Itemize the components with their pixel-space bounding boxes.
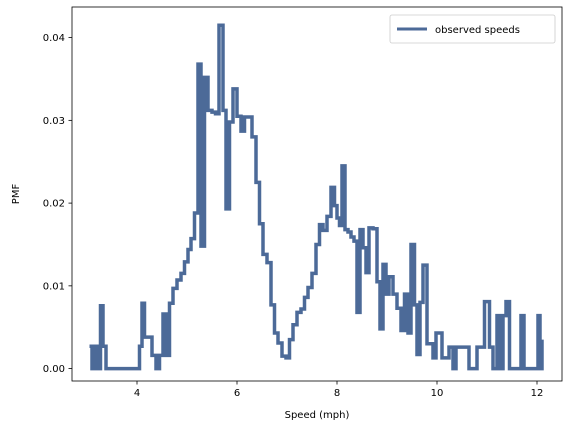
legend: observed speeds (389, 14, 556, 44)
ticks-layer: 4 6 8 10 12 0.00 0.01 0.02 0.03 0.04 (43, 33, 544, 399)
x-axis-label: Speed (mph) (285, 410, 350, 421)
series-observed-speeds-line (89, 23, 544, 371)
legend-entry-observed-speeds: observed speeds (435, 25, 520, 36)
axes-frame (71, 6, 563, 382)
x-tick-label: 10 (431, 388, 444, 399)
y-axis-label: PMF (11, 184, 22, 205)
x-tick-label: 6 (234, 388, 240, 399)
x-tick-label: 8 (334, 388, 340, 399)
y-tick-label: 0.01 (43, 281, 65, 292)
legend-box (389, 14, 556, 44)
y-tick-label: 0.04 (43, 33, 65, 44)
x-tick-label: 12 (531, 388, 544, 399)
y-tick-label: 0.00 (43, 364, 65, 375)
y-tick-label: 0.02 (43, 199, 65, 210)
y-tick-label: 0.03 (43, 116, 65, 127)
x-tick-label: 4 (134, 388, 140, 399)
line-layer (89, 23, 544, 371)
